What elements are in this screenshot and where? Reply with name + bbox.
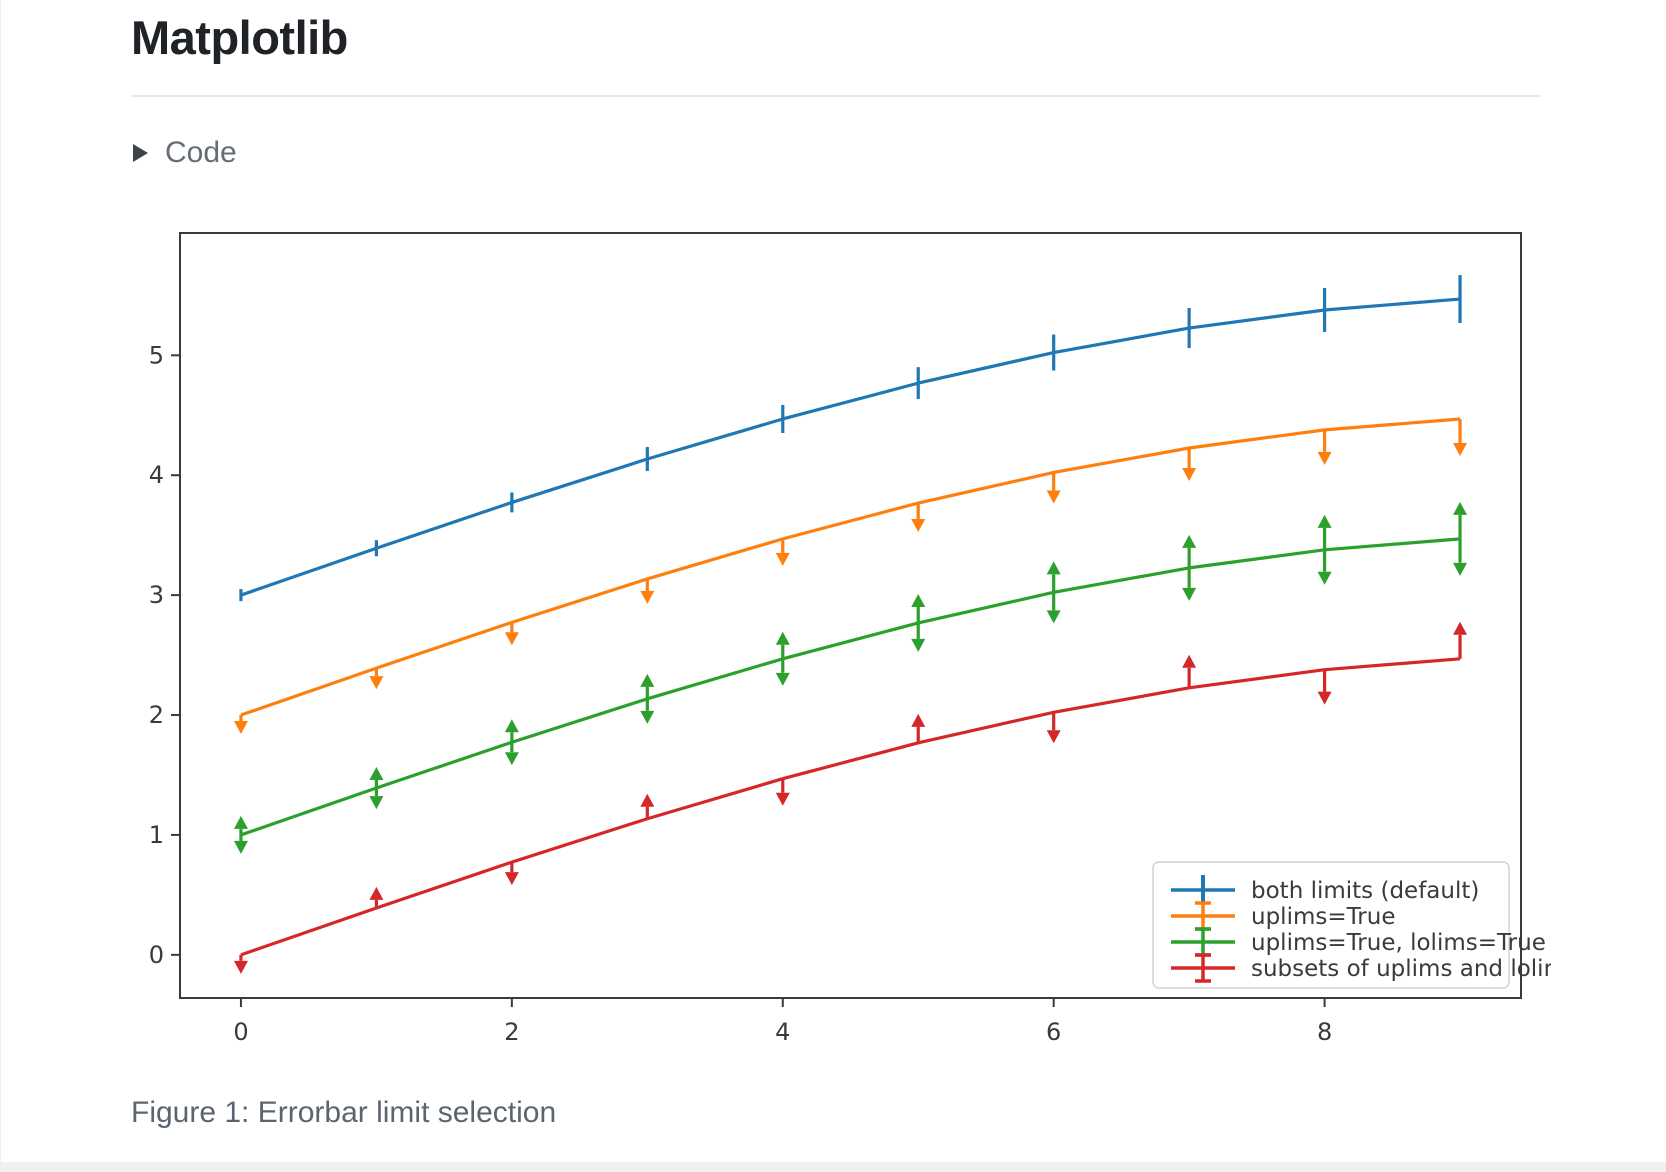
error-arrowhead	[369, 796, 384, 810]
error-arrowhead	[640, 710, 655, 724]
error-arrowhead	[1453, 621, 1468, 635]
legend-entry: uplims=True	[1171, 901, 1395, 931]
error-arrowhead	[775, 672, 790, 686]
series-3	[233, 501, 1468, 854]
error-arrowhead	[1453, 562, 1468, 576]
error-arrowhead	[911, 593, 926, 607]
error-arrowhead	[1182, 654, 1197, 668]
series-line	[240, 537, 1461, 837]
error-arrowhead	[1046, 561, 1061, 575]
code-toggle[interactable]: Code	[132, 136, 237, 170]
error-arrowhead	[775, 631, 790, 645]
error-arrowhead	[369, 886, 384, 900]
error-arrowhead	[369, 676, 384, 690]
error-arrowhead	[1182, 468, 1197, 482]
error-arrowhead	[1453, 501, 1468, 515]
series-line	[240, 657, 1461, 957]
error-arrowhead	[1046, 490, 1061, 504]
error-arrowhead	[775, 552, 790, 566]
y-tick-label: 4	[149, 461, 164, 489]
legend-label: uplims=True	[1251, 904, 1395, 930]
legend-entry: subsets of uplims and lolims	[1171, 953, 1578, 983]
error-arrowhead	[504, 719, 519, 733]
error-arrowhead	[1182, 534, 1197, 548]
figure-caption: Figure 1: Errorbar limit selection	[131, 1096, 557, 1129]
legend-entry: uplims=True, lolims=True	[1171, 927, 1546, 957]
series-1	[239, 275, 1462, 602]
error-arrowhead	[369, 767, 384, 781]
legend-entry: both limits (default)	[1171, 875, 1479, 905]
error-arrowhead	[911, 713, 926, 727]
y-tick-label: 1	[149, 821, 164, 849]
y-tick-label: 2	[149, 701, 164, 729]
x-tick-label: 6	[1046, 1018, 1061, 1046]
errorbar-figure: 0 2 4 6 8 0 1 2 3 4 5 both limits (default) uplims=T…	[131, 215, 1578, 1065]
axes-frame	[179, 232, 1522, 999]
y-tick-label: 3	[149, 581, 164, 609]
x-tick-label: 4	[775, 1018, 790, 1046]
code-toggle-label: Code	[165, 136, 237, 169]
series-line	[240, 297, 1461, 597]
error-arrowhead	[1317, 691, 1332, 705]
x-tick-label: 8	[1317, 1018, 1332, 1046]
error-arrowhead	[1046, 730, 1061, 744]
error-arrowhead	[1317, 451, 1332, 465]
error-arrowhead	[911, 518, 926, 532]
error-arrowhead	[233, 815, 248, 829]
series-4	[233, 621, 1468, 974]
error-arrowhead	[1317, 514, 1332, 528]
error-arrowhead	[1182, 587, 1197, 601]
legend: both limits (default)uplims=Trueuplims=T…	[1152, 861, 1578, 989]
y-tick-label: 5	[149, 341, 164, 369]
disclosure-triangle-icon	[133, 144, 148, 162]
error-arrowhead	[504, 632, 519, 646]
error-arrowhead	[233, 840, 248, 854]
error-arrowhead	[233, 721, 248, 735]
legend-box	[1152, 861, 1510, 989]
x-tick-label: 0	[233, 1018, 248, 1046]
error-arrowhead	[911, 638, 926, 652]
x-tick-label: 2	[504, 1018, 519, 1046]
error-arrowhead	[640, 590, 655, 604]
error-arrowhead	[1453, 442, 1468, 456]
series-line	[240, 417, 1461, 717]
y-tick-label: 0	[149, 941, 164, 969]
title-divider	[131, 95, 1541, 97]
legend-label: uplims=True, lolims=True	[1251, 930, 1546, 956]
page-title: Matplotlib	[131, 11, 348, 64]
legend-label: both limits (default)	[1251, 878, 1479, 904]
error-arrowhead	[640, 793, 655, 807]
error-arrowhead	[1317, 571, 1332, 585]
error-arrowhead	[1046, 610, 1061, 624]
series-2	[233, 417, 1468, 735]
error-arrowhead	[233, 960, 248, 974]
legend-label: subsets of uplims and lolims	[1251, 956, 1551, 982]
error-arrowhead	[775, 792, 790, 806]
error-arrowhead	[504, 752, 519, 766]
window-bottom-edge	[1, 1162, 1666, 1172]
error-arrowhead	[504, 872, 519, 886]
error-arrowhead	[640, 673, 655, 687]
